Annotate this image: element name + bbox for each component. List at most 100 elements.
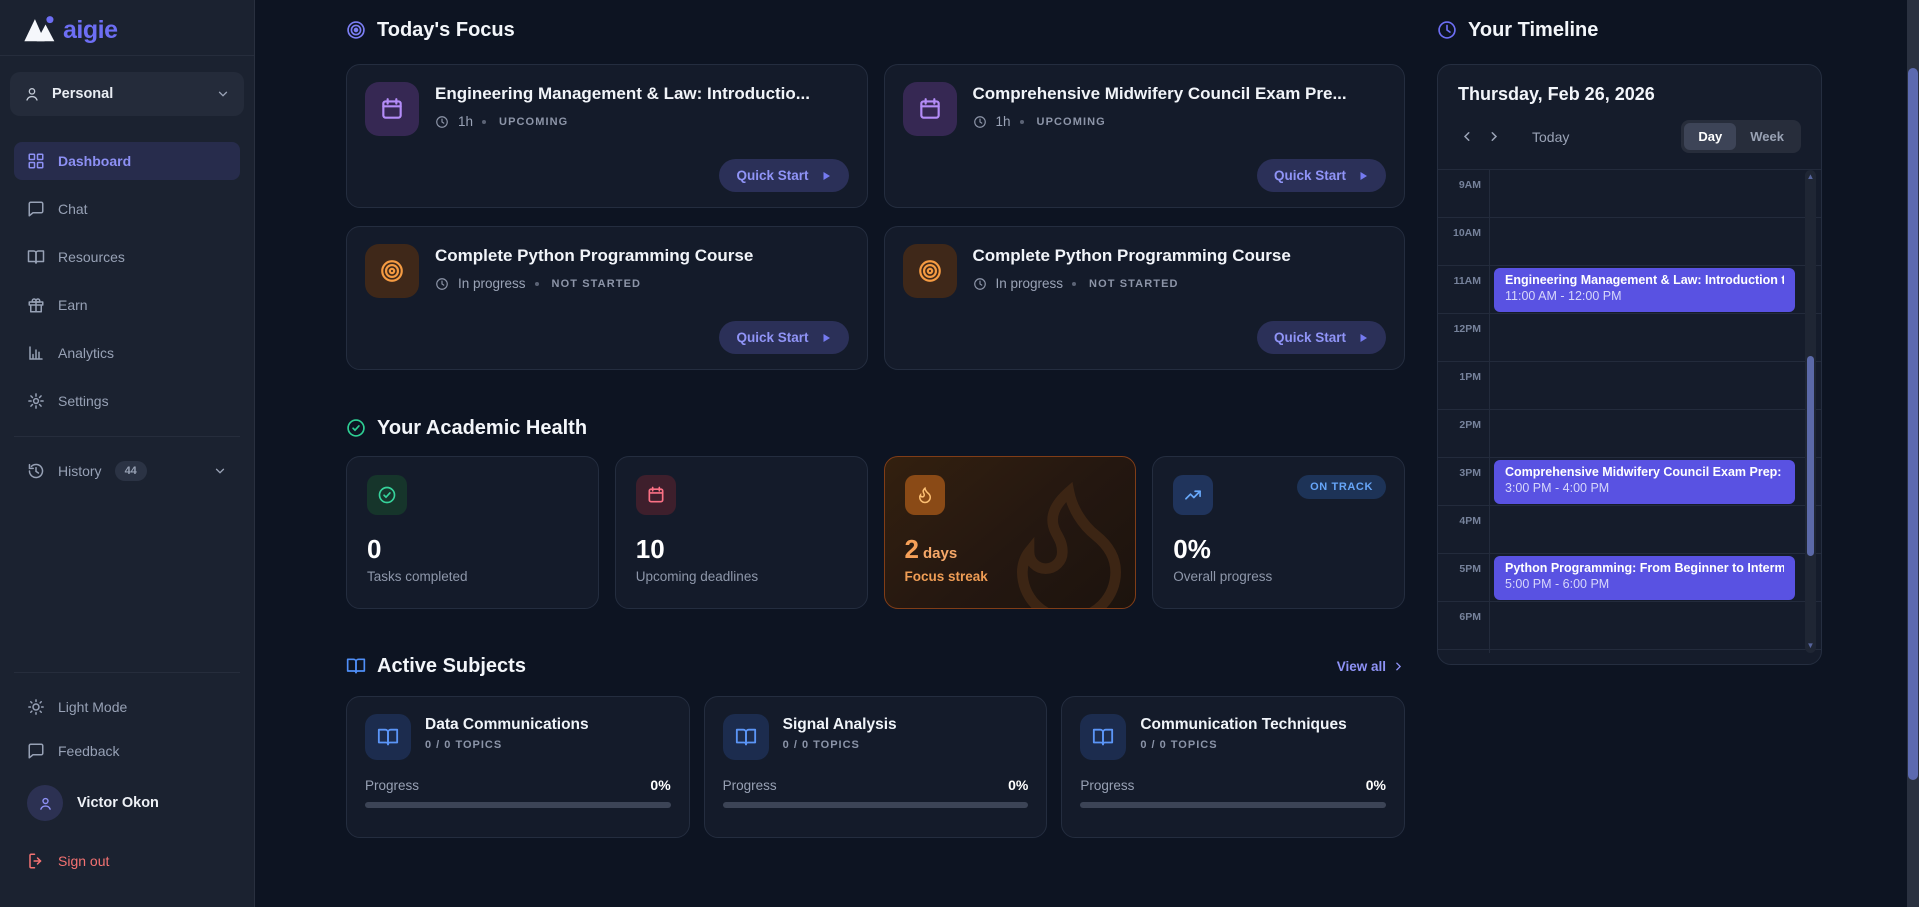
focus-card-duration: 1h bbox=[995, 114, 1011, 129]
clock-icon bbox=[435, 115, 449, 129]
quick-start-button[interactable]: Quick Start bbox=[719, 159, 849, 192]
sidebar-item-label: Settings bbox=[58, 393, 109, 409]
calendar-icon bbox=[635, 475, 676, 515]
calendar-icon bbox=[902, 82, 957, 136]
feedback-button[interactable]: Feedback bbox=[14, 733, 240, 769]
active-subjects-header: Active Subjects View all bbox=[346, 652, 1405, 680]
health-grid: 0 Tasks completed 10 Upcoming deadlines bbox=[346, 456, 1405, 609]
focus-card[interactable]: Engineering Management & Law: Introducti… bbox=[346, 64, 868, 208]
calendar-event[interactable]: Engineering Management & Law: Introducti… bbox=[1494, 268, 1795, 312]
stat-value: 0% bbox=[1173, 534, 1211, 564]
progress-label: Progress bbox=[722, 777, 777, 793]
scroll-up-arrow-icon[interactable]: ▲ bbox=[1806, 172, 1815, 181]
sidebar-item-dashboard[interactable]: Dashboard bbox=[14, 142, 240, 180]
subject-card[interactable]: Signal Analysis 0 / 0 TOPICS Progress 0% bbox=[703, 696, 1048, 838]
bar-chart-icon bbox=[27, 344, 45, 362]
timeline-scrollbar[interactable]: ▲ ▼ bbox=[1805, 170, 1816, 653]
calendar-event[interactable]: Python Programming: From Beginner to Int… bbox=[1494, 556, 1795, 600]
workspace-selector[interactable]: Personal bbox=[10, 72, 244, 116]
calendar-event[interactable]: Comprehensive Midwifery Council Exam Pre… bbox=[1494, 460, 1795, 504]
progress-percent: 0% bbox=[1365, 777, 1386, 793]
view-all-link[interactable]: View all bbox=[1337, 659, 1405, 674]
day-week-toggle: Day Week bbox=[1681, 120, 1801, 153]
quick-start-label: Quick Start bbox=[1273, 330, 1346, 345]
feedback-bubble-icon bbox=[27, 742, 45, 760]
sidebar-item-chat[interactable]: Chat bbox=[14, 190, 240, 228]
sidebar-item-earn[interactable]: Earn bbox=[14, 286, 240, 324]
sidebar-item-history[interactable]: History 44 bbox=[14, 451, 240, 491]
sign-out-button[interactable]: Sign out bbox=[14, 843, 240, 879]
sign-out-label: Sign out bbox=[58, 853, 110, 869]
quick-start-button[interactable]: Quick Start bbox=[1256, 159, 1386, 192]
dot-separator bbox=[1072, 281, 1077, 286]
timeline-controls: Today Day Week bbox=[1438, 120, 1821, 153]
scroll-down-arrow-icon[interactable]: ▼ bbox=[1806, 641, 1815, 650]
timeline-panel: Thursday, Feb 26, 2026 Today Day Week 9A… bbox=[1437, 64, 1822, 665]
page-scrollbar-thumb[interactable] bbox=[1908, 68, 1918, 780]
feedback-label: Feedback bbox=[58, 743, 120, 759]
user-profile[interactable]: Victor Okon bbox=[14, 777, 240, 831]
quick-start-button[interactable]: Quick Start bbox=[1256, 321, 1386, 354]
history-count-badge: 44 bbox=[114, 461, 147, 481]
focus-card[interactable]: Comprehensive Midwifery Council Exam Pre… bbox=[883, 64, 1405, 208]
logo-mountain-icon bbox=[22, 13, 62, 43]
focus-card[interactable]: Complete Python Programming Course In pr… bbox=[883, 226, 1405, 370]
workspace-label: Personal bbox=[52, 86, 114, 102]
progress-label: Progress bbox=[365, 777, 420, 793]
target-icon bbox=[902, 244, 957, 298]
sidebar-item-analytics[interactable]: Analytics bbox=[14, 334, 240, 372]
sidebar-item-resources[interactable]: Resources bbox=[14, 238, 240, 276]
hour-row: 5PM bbox=[1438, 554, 1821, 602]
stat-label: Overall progress bbox=[1173, 568, 1273, 584]
subject-card[interactable]: Data Communications 0 / 0 TOPICS Progres… bbox=[346, 696, 690, 838]
play-icon bbox=[1357, 332, 1369, 344]
prev-day-button[interactable] bbox=[1454, 124, 1480, 150]
event-title: Engineering Management & Law: Introducti… bbox=[1505, 273, 1784, 287]
hour-label: 11AM bbox=[1453, 275, 1481, 287]
timeline-scrollbar-thumb[interactable] bbox=[1807, 356, 1814, 556]
stat-card-tasks: 0 Tasks completed bbox=[346, 456, 599, 609]
focus-card[interactable]: Complete Python Programming Course In pr… bbox=[346, 226, 868, 370]
hour-row: 9AM bbox=[1438, 170, 1821, 218]
subject-card[interactable]: Communication Techniques 0 / 0 TOPICS Pr… bbox=[1061, 696, 1405, 838]
focus-card-title: Comprehensive Midwifery Council Exam Pre… bbox=[972, 84, 1347, 103]
stat-value: 10 bbox=[635, 534, 665, 564]
today-button[interactable]: Today bbox=[1532, 128, 1570, 145]
sidebar-item-settings[interactable]: Settings bbox=[14, 382, 240, 420]
open-book-icon bbox=[722, 714, 769, 760]
tab-week[interactable]: Week bbox=[1750, 129, 1784, 144]
play-icon bbox=[1357, 170, 1369, 182]
quick-start-label: Quick Start bbox=[736, 168, 809, 183]
light-mode-toggle[interactable]: Light Mode bbox=[14, 689, 240, 725]
stat-card-progress: ON TRACK 0% Overall progress bbox=[1152, 456, 1405, 609]
quick-start-label: Quick Start bbox=[1273, 168, 1346, 183]
open-book-icon bbox=[365, 714, 411, 760]
event-title: Comprehensive Midwifery Council Exam Pre… bbox=[1505, 465, 1784, 479]
logout-icon bbox=[27, 852, 45, 870]
event-title: Python Programming: From Beginner to Int… bbox=[1505, 561, 1784, 575]
next-day-button[interactable] bbox=[1480, 124, 1506, 150]
stat-card-streak: 2 days Focus streak bbox=[883, 456, 1137, 609]
event-time: 5:00 PM - 6:00 PM bbox=[1505, 577, 1610, 591]
section-title: Your Academic Health bbox=[377, 416, 588, 439]
focus-card-status: UPCOMING bbox=[499, 115, 569, 128]
check-circle-icon bbox=[346, 418, 366, 438]
section-title: Today's Focus bbox=[377, 18, 515, 41]
tab-day[interactable]: Day bbox=[1684, 123, 1737, 150]
sidebar-item-label: Analytics bbox=[58, 345, 115, 361]
view-all-label: View all bbox=[1336, 658, 1386, 674]
focus-card-title: Engineering Management & Law: Introducti… bbox=[435, 84, 810, 103]
quick-start-button[interactable]: Quick Start bbox=[719, 321, 849, 354]
hour-row: 11AM bbox=[1438, 266, 1821, 314]
clock-icon bbox=[973, 115, 987, 129]
chat-bubble-icon bbox=[27, 200, 45, 218]
open-book-icon bbox=[1080, 714, 1127, 760]
page-scrollbar[interactable] bbox=[1907, 0, 1919, 907]
event-time: 11:00 AM - 12:00 PM bbox=[1505, 289, 1622, 303]
section-title: Your Timeline bbox=[1468, 18, 1599, 41]
stat-value: 0 bbox=[367, 534, 382, 564]
academic-health-header: Your Academic Health bbox=[346, 414, 1405, 442]
logo: aigie bbox=[0, 0, 254, 56]
gift-icon bbox=[27, 296, 45, 314]
hour-row: 1PM bbox=[1438, 362, 1821, 410]
